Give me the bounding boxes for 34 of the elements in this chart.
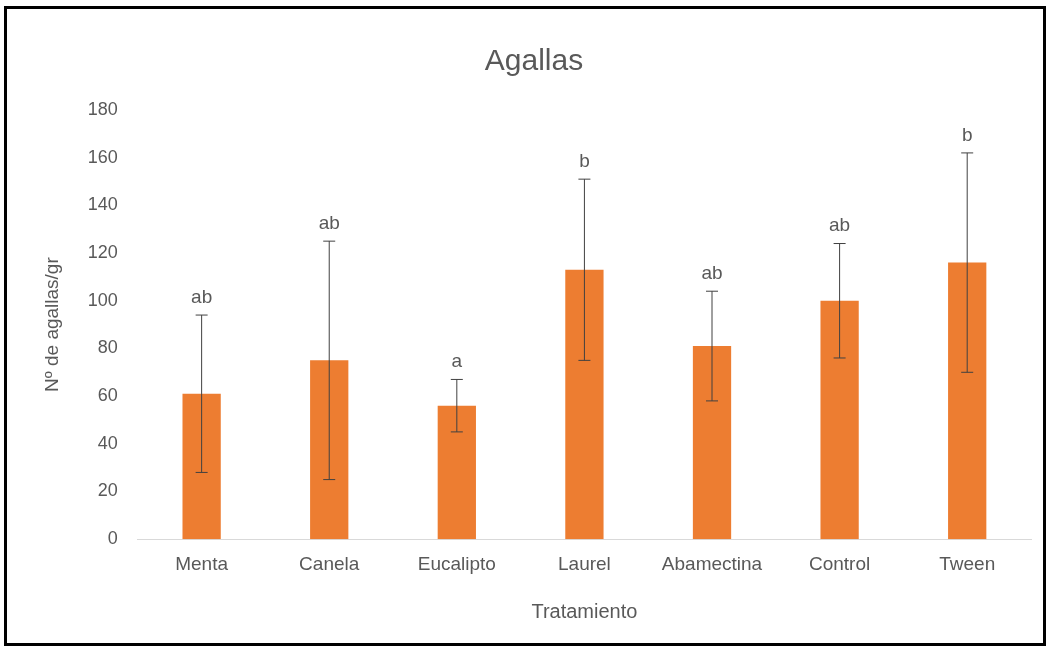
chart-title: Agallas — [484, 43, 584, 77]
bar — [182, 393, 221, 540]
y-tick-label: 40 — [97, 432, 118, 453]
x-tick-label: Tween — [939, 552, 996, 574]
x-tick-label: Control — [808, 552, 871, 574]
y-tick-label: 0 — [107, 528, 118, 549]
annotation: ab — [829, 214, 851, 236]
x-tick-label: Eucalipto — [417, 552, 496, 574]
y-tick-label: 100 — [87, 289, 118, 310]
y-tick-label: 140 — [87, 194, 118, 215]
x-axis-title: Tratamiento — [531, 599, 638, 622]
annotation: b — [961, 123, 973, 145]
x-tick-label: Abamectina — [661, 552, 763, 574]
x-tick-label: Canela — [299, 552, 360, 574]
y-axis-title: Nº de agallas/gr — [40, 256, 62, 392]
y-tick-label: 80 — [97, 337, 118, 358]
bar — [565, 269, 604, 540]
y-tick-label: 60 — [97, 385, 118, 406]
annotation: ab — [318, 211, 340, 233]
bar — [310, 360, 349, 540]
annotation: b — [579, 149, 590, 171]
annotation: ab — [191, 285, 213, 307]
bar — [820, 300, 859, 540]
annotation: a — [451, 350, 463, 372]
bar — [437, 405, 476, 540]
x-tick-label: Laurel — [558, 552, 611, 574]
y-tick-label: 120 — [87, 242, 118, 263]
y-tick-label: 180 — [87, 98, 118, 119]
annotation: ab — [701, 261, 723, 283]
y-tick-label: 20 — [97, 480, 118, 501]
bar — [692, 346, 732, 540]
y-tick-label: 160 — [87, 146, 118, 167]
bar — [948, 262, 987, 540]
x-tick-label: Menta — [175, 552, 229, 574]
